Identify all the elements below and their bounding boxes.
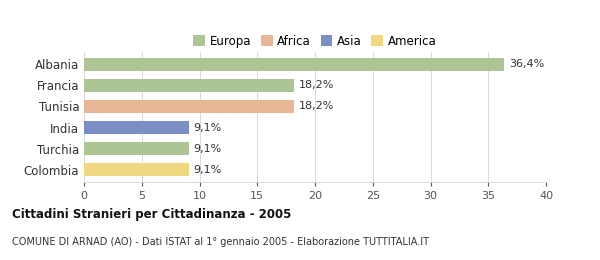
Text: 9,1%: 9,1% <box>194 165 222 175</box>
Text: 9,1%: 9,1% <box>194 144 222 154</box>
Text: 18,2%: 18,2% <box>299 101 334 112</box>
Bar <box>84 164 189 176</box>
Bar <box>84 79 294 92</box>
Bar <box>84 100 294 113</box>
Bar <box>84 121 189 134</box>
Legend: Europa, Africa, Asia, America: Europa, Africa, Asia, America <box>193 35 437 48</box>
Bar <box>84 142 189 155</box>
Bar <box>84 58 505 70</box>
Text: COMUNE DI ARNAD (AO) - Dati ISTAT al 1° gennaio 2005 - Elaborazione TUTTITALIA.I: COMUNE DI ARNAD (AO) - Dati ISTAT al 1° … <box>12 237 429 246</box>
Text: 18,2%: 18,2% <box>299 80 334 90</box>
Text: 36,4%: 36,4% <box>509 59 544 69</box>
Text: 9,1%: 9,1% <box>194 122 222 133</box>
Text: Cittadini Stranieri per Cittadinanza - 2005: Cittadini Stranieri per Cittadinanza - 2… <box>12 208 292 221</box>
